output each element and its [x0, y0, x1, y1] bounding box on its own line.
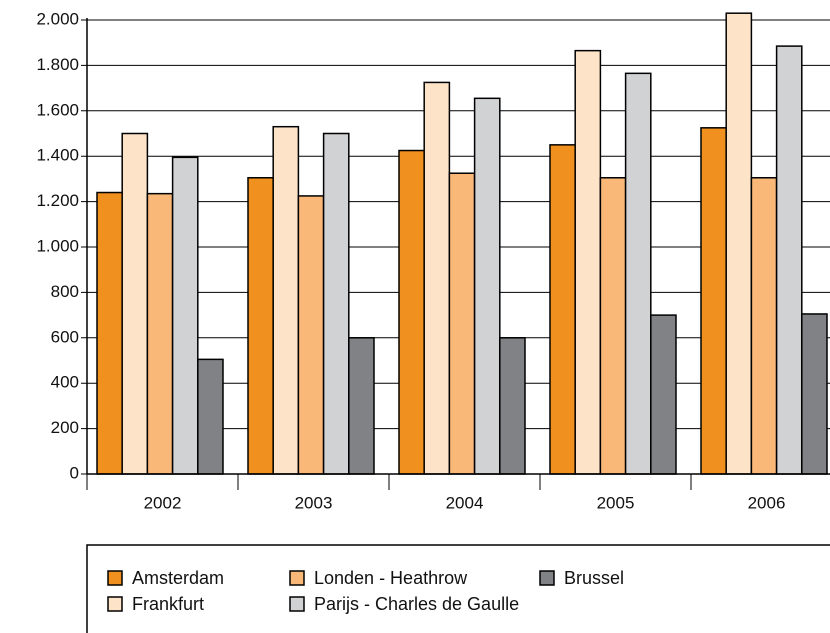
- x-tick-label: 2002: [144, 493, 182, 512]
- y-tick-label: 800: [51, 282, 79, 301]
- legend-swatch: [107, 570, 123, 586]
- bar: [624, 72, 652, 475]
- bar: [725, 12, 753, 475]
- bar: [423, 81, 451, 475]
- bar: [322, 132, 350, 475]
- bar: [599, 177, 627, 475]
- y-tick-label: 1.200: [36, 191, 79, 210]
- legend-label: Brussel: [564, 568, 624, 588]
- bar: [247, 177, 274, 475]
- legend-label: Frankfurt: [132, 594, 204, 614]
- bar: [448, 172, 476, 475]
- x-tick-label: 2006: [748, 493, 786, 512]
- bar: [197, 358, 224, 475]
- legend-swatch: [289, 596, 305, 612]
- legend-box: [86, 544, 830, 633]
- bar: [473, 97, 501, 475]
- bar: [171, 156, 199, 475]
- y-tick-label: 600: [51, 327, 79, 346]
- x-tick-label: 2005: [597, 493, 635, 512]
- legend-swatch: [107, 596, 123, 612]
- legend-swatch: [289, 570, 305, 586]
- bar: [348, 337, 375, 475]
- y-tick-label: 400: [51, 373, 79, 392]
- y-tick-label: 1.400: [36, 146, 79, 165]
- bar: [96, 191, 123, 475]
- bar: [121, 132, 149, 475]
- legend-label: Parijs - Charles de Gaulle: [314, 594, 519, 614]
- y-tick-label: 200: [51, 418, 79, 437]
- bar: [574, 49, 602, 475]
- bar: [398, 149, 425, 475]
- bar: [499, 337, 526, 475]
- y-tick-label: 0: [70, 463, 79, 482]
- bar: [297, 195, 325, 475]
- y-tick-label: 1.800: [36, 55, 79, 74]
- y-tick-label: 1.600: [36, 100, 79, 119]
- bar: [700, 127, 727, 475]
- y-tick-label: 2.000: [36, 9, 79, 28]
- bar: [549, 144, 576, 475]
- bar: [146, 192, 174, 475]
- bar: [272, 125, 300, 475]
- y-tick-label: 1.000: [36, 236, 79, 255]
- bar: [775, 45, 803, 475]
- legend-label: Amsterdam: [132, 568, 224, 588]
- bar: [801, 313, 828, 475]
- bar: [650, 314, 677, 475]
- bar: [750, 177, 778, 475]
- x-tick-label: 2004: [446, 493, 484, 512]
- legend-swatch: [539, 570, 555, 586]
- x-tick-label: 2003: [295, 493, 333, 512]
- legend-label: Londen - Heathrow: [314, 568, 468, 588]
